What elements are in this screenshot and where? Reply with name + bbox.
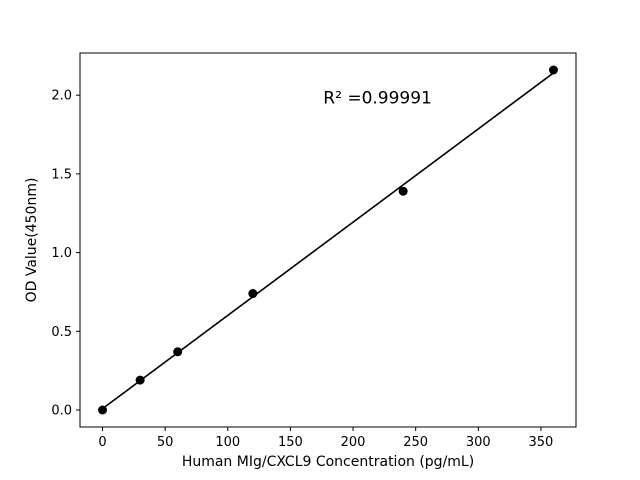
r-squared-annotation: R² =0.99991 [323,88,432,108]
y-tick-label: 1.5 [51,167,72,182]
data-point [248,289,258,299]
x-tick-label: 100 [215,435,240,450]
x-axis-label: Human MIg/CXCL9 Concentration (pg/mL) [182,454,474,470]
y-tick-label: 1.0 [51,246,72,261]
plot-frame [79,52,577,428]
x-tick-label: 200 [341,435,366,450]
x-tick-label: 0 [98,435,106,450]
x-tick-label: 300 [466,435,491,450]
data-point [398,186,408,196]
x-tick-label: 350 [529,435,554,450]
y-tick-label: 0.5 [51,325,72,340]
x-tick-label: 150 [278,435,303,450]
data-point [98,405,108,415]
y-tick-label: 2.0 [51,89,72,104]
x-tick-label: 250 [403,435,428,450]
y-axis-label: OD Value(450nm) [24,178,40,303]
data-point [173,347,183,357]
data-point [135,375,145,385]
y-tick-label: 0.0 [51,404,72,419]
data-point [548,65,558,75]
x-tick-label: 50 [157,435,174,450]
